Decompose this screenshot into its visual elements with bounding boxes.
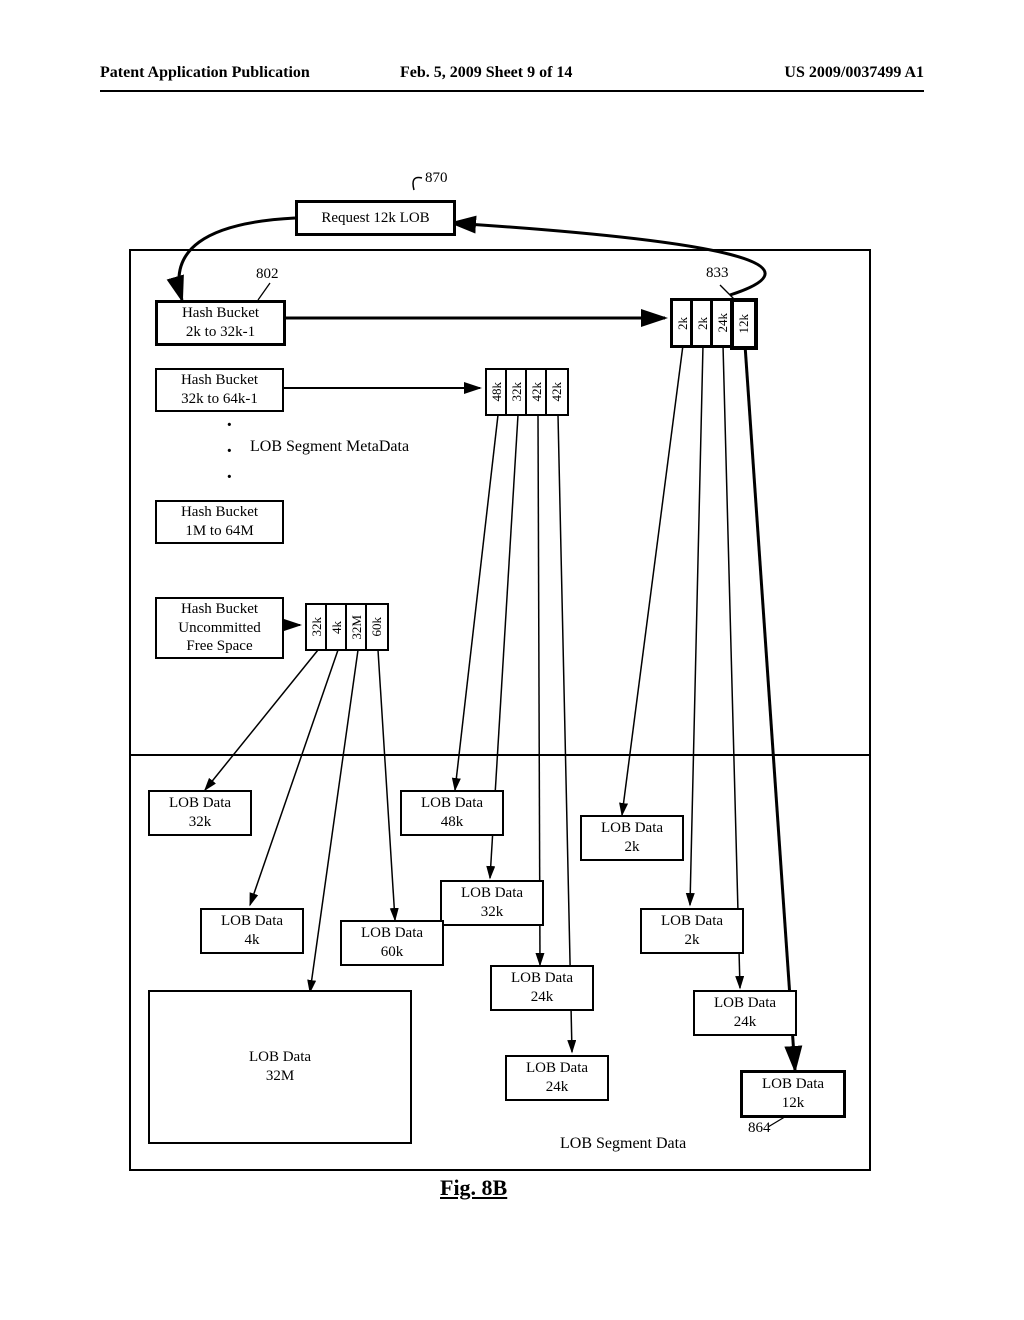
page-header: Patent Application Publication Feb. 5, 2… — [100, 86, 924, 92]
ref-864: 864 — [748, 1120, 771, 1137]
hb2-l1: Hash Bucket — [181, 371, 258, 390]
request-box: Request 12k LOB — [295, 200, 456, 236]
figure-caption: Fig. 8B — [440, 1175, 507, 1201]
ref-802: 802 — [256, 266, 279, 283]
hash-bucket-2: Hash Bucket 32k to 64k-1 — [155, 368, 284, 412]
header-right: US 2009/0037499 A1 — [784, 64, 924, 82]
hb4-l2: Uncommitted — [178, 619, 261, 638]
list4-d: 60k — [365, 603, 389, 651]
lob-12k: LOB Data12k — [740, 1070, 846, 1118]
lob-2k-b: LOB Data2k — [640, 908, 744, 954]
header-left: Patent Application Publication — [100, 64, 310, 82]
segdata-label: LOB Segment Data — [560, 1135, 686, 1153]
hash-bucket-4: Hash Bucket Uncommitted Free Space — [155, 597, 284, 659]
list2-d: 42k — [545, 368, 569, 416]
lob-24k-a: LOB Data24k — [490, 965, 594, 1011]
metadata-label: LOB Segment MetaData — [250, 438, 409, 456]
lob-60k: LOB Data60k — [340, 920, 444, 966]
hb4-l1: Hash Bucket — [181, 600, 258, 619]
ellipsis-dot: · — [226, 466, 233, 489]
hash-bucket-3: Hash Bucket 1M to 64M — [155, 500, 284, 544]
lob-32k: LOB Data32k — [148, 790, 252, 836]
hb4-l3: Free Space — [186, 637, 252, 656]
lob-2k-a: LOB Data2k — [580, 815, 684, 861]
hb2-l2: 32k to 64k-1 — [181, 390, 258, 409]
lob-32k-2: LOB Data32k — [440, 880, 544, 926]
lob-24k-c: LOB Data24k — [505, 1055, 609, 1101]
hash-bucket-1: Hash Bucket 2k to 32k-1 — [155, 300, 286, 346]
list1-d: 12k — [730, 298, 758, 350]
lob-48k: LOB Data48k — [400, 790, 504, 836]
ref-833: 833 — [706, 265, 729, 282]
ellipsis-dot: · — [226, 440, 233, 463]
hb1-l1: Hash Bucket — [182, 304, 259, 323]
hb3-l2: 1M to 64M — [185, 522, 253, 541]
hb3-l1: Hash Bucket — [181, 503, 258, 522]
lob-4k: LOB Data4k — [200, 908, 304, 954]
request-label: Request 12k LOB — [321, 209, 429, 228]
ref-870: 870 — [425, 170, 448, 187]
header-center: Feb. 5, 2009 Sheet 9 of 14 — [400, 64, 572, 82]
lob-24k-b: LOB Data24k — [693, 990, 797, 1036]
hb1-l2: 2k to 32k-1 — [186, 323, 255, 342]
lob-32M: LOB Data32M — [148, 990, 412, 1144]
ellipsis-dot: · — [226, 414, 233, 437]
